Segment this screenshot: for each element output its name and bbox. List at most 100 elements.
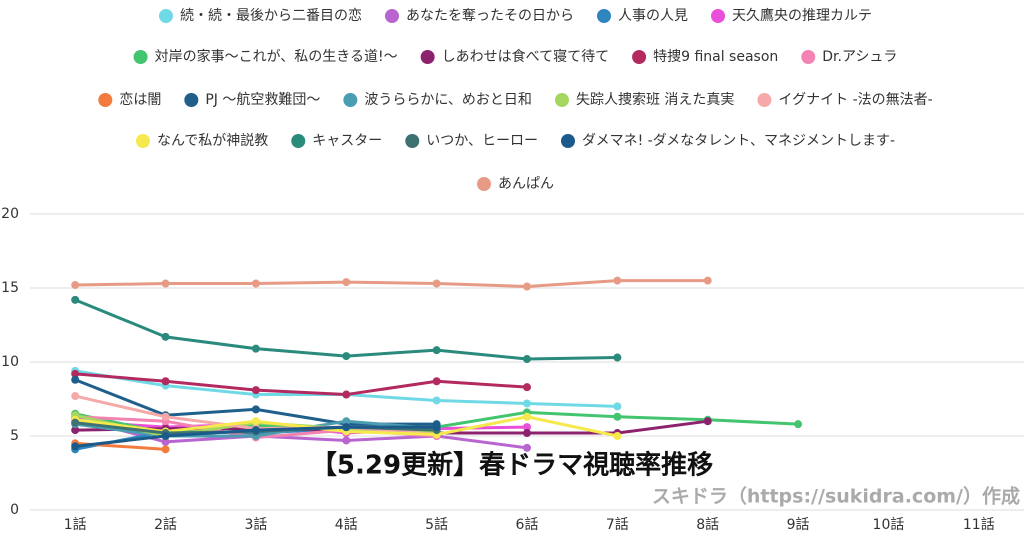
legend-label: 人事の人見 — [618, 8, 688, 24]
legend-item: 対岸の家事～これが、私の生きる道!～ — [133, 48, 398, 65]
data-point — [342, 436, 351, 445]
legend-item: なんで私が神説教 — [135, 133, 268, 149]
legend-item: ダメマネ! -ダメなタレント、マネジメントします- — [561, 133, 895, 149]
data-point — [251, 426, 260, 435]
data-point — [161, 432, 170, 440]
legend-swatch — [184, 93, 199, 107]
data-point — [342, 352, 351, 361]
legend-swatch — [420, 50, 435, 64]
legend-swatch — [757, 93, 772, 107]
data-point — [161, 279, 170, 288]
legend-item: PJ ～航空救難団～ — [184, 92, 320, 108]
legend-item: 特捜9 final season — [632, 49, 778, 65]
data-point — [161, 412, 170, 421]
legend-swatch — [133, 50, 148, 64]
data-point — [523, 399, 531, 408]
data-point — [432, 396, 441, 405]
credit: スキドラ（https://sukidra.com/）作成 — [652, 485, 1020, 508]
x-tick-label: 9話 — [787, 516, 810, 533]
data-point — [71, 295, 80, 304]
series-line — [75, 279, 708, 289]
data-point — [523, 383, 531, 392]
data-point — [794, 420, 803, 429]
legend-label: 対岸の家事～これが、私の生きる道!～ — [155, 48, 398, 65]
legend-swatch — [561, 134, 575, 148]
legend-label: 失踪人捜索班 消えた真実 — [576, 91, 734, 108]
legend-label: キャスター — [312, 133, 382, 149]
legend-item: 失踪人捜索班 消えた真実 — [554, 91, 734, 108]
data-point — [342, 390, 351, 399]
legend-label: Dr.アシュラ — [822, 49, 897, 65]
x-tick-label: 5話 — [425, 516, 448, 533]
y-tick-label: 5 — [10, 428, 19, 444]
legend-item: しあわせは食べて寝て待て — [420, 48, 609, 65]
x-tick-label: 8話 — [696, 516, 719, 533]
data-point — [251, 417, 260, 426]
legend-item: 続・続・最後から二番目の恋 — [159, 7, 362, 24]
data-point — [523, 412, 531, 421]
legend-label: あなたを奪ったその日から — [406, 7, 574, 24]
y-tick-label: 10 — [1, 354, 19, 370]
data-point — [71, 392, 80, 401]
data-point — [523, 429, 531, 438]
data-point — [251, 405, 260, 414]
legend-item: イグナイト -法の無法者- — [757, 92, 933, 108]
data-point — [613, 276, 622, 285]
data-point — [251, 386, 260, 395]
x-tick-label: 1話 — [64, 516, 87, 533]
data-point — [342, 423, 351, 432]
legend-swatch — [554, 93, 569, 107]
data-point — [523, 282, 531, 291]
legend-swatch — [477, 177, 491, 191]
x-tick-label: 6話 — [516, 516, 539, 533]
legend-swatch — [385, 9, 399, 23]
data-point — [251, 279, 260, 288]
legend-label: 天久鷹央の推理カルテ — [732, 8, 872, 24]
data-point — [71, 418, 80, 427]
data-point — [71, 281, 80, 290]
legend-label: あんぱん — [498, 176, 554, 192]
data-point — [342, 278, 351, 287]
data-point — [71, 375, 80, 384]
legend-swatch — [632, 50, 647, 64]
series-line — [75, 372, 528, 397]
data-point — [432, 423, 441, 432]
data-point — [432, 279, 441, 288]
y-tick-label: 20 — [1, 206, 19, 222]
legend-label: 特捜9 final season — [653, 49, 778, 65]
legend-item: あなたを奪ったその日から — [385, 7, 574, 24]
legend-item: あんぱん — [477, 176, 554, 192]
legend-swatch — [135, 134, 150, 148]
data-point — [251, 344, 260, 353]
data-point — [523, 443, 531, 452]
data-point — [703, 417, 712, 426]
legend-label: いつか、ヒーロー — [426, 133, 538, 149]
chart-title: 【5.29更新】春ドラマ視聴率推移 — [311, 450, 713, 481]
legend-label: PJ ～航空救難団～ — [205, 92, 320, 108]
legend-label: 波うららかに、めおと日和 — [364, 92, 532, 108]
legend-swatch — [711, 9, 725, 23]
plot-area: 0 5 10 15 20 1話 2話 3話 4話 5話 6話 7話 8話 9話 10話 11話 — [1, 206, 1024, 533]
legend-label: ダメマネ! -ダメなタレント、マネジメントします- — [582, 133, 895, 149]
data-point — [161, 377, 170, 386]
legend-item: Dr.アシュラ — [801, 49, 897, 65]
data-point — [71, 426, 80, 435]
data-point — [703, 276, 712, 285]
data-point — [613, 432, 622, 440]
series-line — [74, 369, 618, 408]
data-point — [161, 437, 170, 446]
legend-swatch — [405, 134, 420, 148]
data-point — [523, 355, 531, 364]
legend-label: 恋は闇 — [119, 91, 161, 108]
x-tick-label: 2話 — [154, 516, 177, 533]
data-point — [613, 412, 622, 421]
legend-item: 波うららかに、めおと日和 — [343, 92, 532, 108]
x-tick-label: 7話 — [606, 516, 629, 533]
x-tick-label: 11話 — [963, 516, 995, 533]
legend-label: なんで私が神説教 — [157, 133, 268, 149]
y-tick-label: 15 — [1, 280, 19, 296]
series-line — [74, 298, 618, 361]
legend-label: 続・続・最後から二番目の恋 — [180, 7, 362, 24]
data-point — [161, 445, 170, 454]
data-point — [71, 369, 80, 378]
